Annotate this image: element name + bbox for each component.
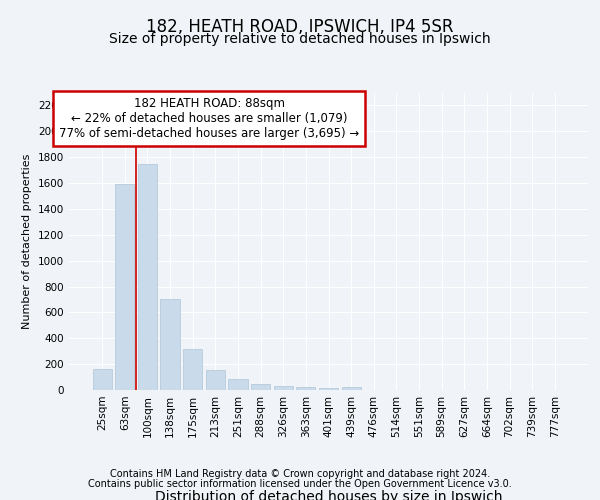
Text: 182 HEATH ROAD: 88sqm
← 22% of detached houses are smaller (1,079)
77% of semi-d: 182 HEATH ROAD: 88sqm ← 22% of detached … [59, 97, 359, 140]
Bar [274, 386, 293, 390]
Bar [296, 388, 316, 390]
Bar [251, 384, 270, 390]
Text: Contains public sector information licensed under the Open Government Licence v3: Contains public sector information licen… [88, 479, 512, 489]
Bar [206, 370, 225, 390]
Bar [229, 379, 248, 390]
Y-axis label: Number of detached properties: Number of detached properties [22, 154, 32, 329]
Bar [92, 370, 112, 390]
Bar [115, 184, 134, 390]
Bar [341, 388, 361, 390]
Bar [160, 300, 180, 390]
Bar [319, 388, 338, 390]
Text: 182, HEATH ROAD, IPSWICH, IP4 5SR: 182, HEATH ROAD, IPSWICH, IP4 5SR [146, 18, 454, 36]
Text: Contains HM Land Registry data © Crown copyright and database right 2024.: Contains HM Land Registry data © Crown c… [110, 469, 490, 479]
Text: Size of property relative to detached houses in Ipswich: Size of property relative to detached ho… [109, 32, 491, 46]
Bar [138, 164, 157, 390]
X-axis label: Distribution of detached houses by size in Ipswich: Distribution of detached houses by size … [155, 490, 502, 500]
Bar [183, 350, 202, 390]
